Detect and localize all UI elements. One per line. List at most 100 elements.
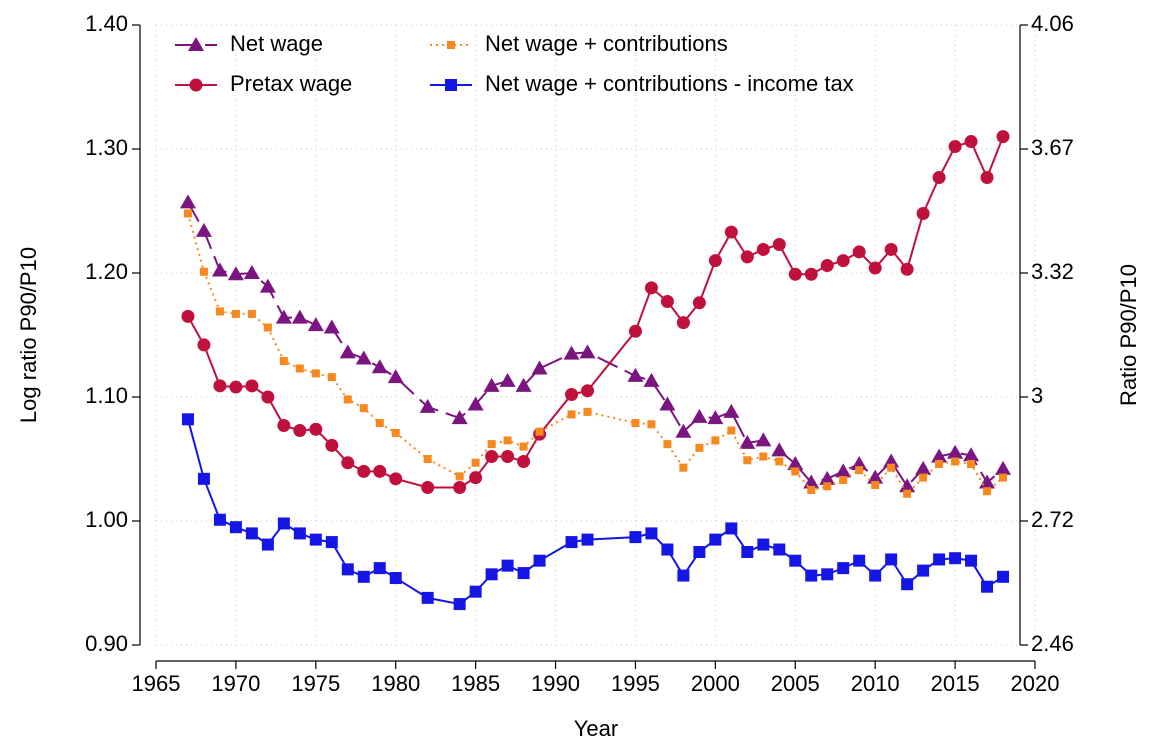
x-tick-label: 1985: [451, 671, 500, 696]
marker: [695, 443, 704, 452]
marker: [709, 533, 722, 546]
marker: [903, 489, 912, 498]
marker: [309, 422, 323, 436]
marker: [935, 459, 944, 468]
marker: [711, 436, 720, 445]
marker: [823, 482, 832, 491]
legend-label: Net wage + contributions: [485, 31, 728, 56]
marker: [805, 569, 818, 582]
y2-tick-label: 2.72: [1031, 507, 1074, 532]
marker: [293, 527, 306, 540]
marker: [755, 432, 772, 447]
marker: [995, 460, 1012, 475]
marker: [277, 419, 291, 433]
marker: [485, 568, 498, 581]
y-axis-title: Log ratio P90/P10: [16, 247, 41, 423]
x-tick-label: 1995: [611, 671, 660, 696]
y-tick-label: 0.90: [85, 631, 128, 656]
marker: [181, 413, 194, 426]
marker: [788, 267, 802, 281]
marker: [885, 553, 898, 566]
y-tick-label: 1.40: [85, 11, 128, 36]
x-tick-label: 2015: [931, 671, 980, 696]
legend-label: Net wage: [230, 31, 323, 56]
marker: [421, 481, 435, 495]
marker: [471, 458, 480, 467]
marker: [725, 522, 738, 535]
marker: [949, 552, 962, 565]
marker: [293, 423, 307, 437]
marker: [195, 222, 212, 237]
marker: [739, 434, 756, 449]
marker: [724, 225, 738, 239]
y2-tick-label: 3: [1031, 383, 1043, 408]
y-tick-label: 1.10: [85, 383, 128, 408]
marker: [951, 457, 960, 466]
marker: [215, 307, 224, 316]
marker: [963, 447, 980, 462]
marker: [229, 380, 243, 394]
marker: [871, 481, 880, 490]
marker: [919, 473, 928, 482]
marker: [327, 373, 336, 382]
marker: [197, 472, 210, 485]
marker: [357, 570, 370, 583]
marker: [997, 570, 1010, 583]
marker: [261, 538, 274, 551]
marker: [375, 419, 384, 428]
x-tick-label: 1990: [531, 671, 580, 696]
marker: [183, 209, 192, 218]
marker: [311, 369, 320, 378]
marker: [485, 450, 499, 464]
marker: [245, 379, 259, 393]
marker: [679, 463, 688, 472]
legend-marker: [189, 78, 203, 92]
marker: [967, 459, 976, 468]
marker: [772, 237, 786, 251]
marker: [247, 309, 256, 318]
marker: [917, 564, 930, 577]
marker: [213, 513, 226, 526]
y2-tick-label: 4.06: [1031, 11, 1074, 36]
marker: [868, 261, 882, 275]
marker: [295, 364, 304, 373]
marker: [341, 563, 354, 576]
marker: [373, 562, 386, 575]
marker: [339, 344, 356, 359]
marker: [307, 317, 324, 332]
series-line: [186, 213, 1004, 496]
marker: [691, 408, 708, 423]
marker: [519, 442, 528, 451]
marker: [981, 580, 994, 593]
marker: [627, 367, 644, 382]
marker: [211, 262, 228, 277]
marker: [916, 206, 930, 220]
marker: [227, 266, 244, 281]
marker: [965, 554, 978, 567]
marker: [661, 543, 674, 556]
marker: [231, 309, 240, 318]
marker: [423, 455, 432, 463]
marker: [277, 517, 290, 530]
marker: [343, 395, 352, 404]
x-tick-label: 2010: [851, 671, 900, 696]
marker: [931, 448, 948, 463]
marker: [759, 452, 768, 461]
series-line: [187, 136, 1004, 489]
marker: [820, 259, 834, 273]
marker: [567, 410, 576, 419]
y2-tick-label: 3.67: [1031, 135, 1074, 160]
marker: [983, 487, 992, 496]
marker: [451, 410, 468, 425]
marker: [676, 316, 690, 330]
marker: [853, 554, 866, 567]
legend-marker: [445, 79, 457, 91]
marker: [901, 578, 914, 591]
x-tick-label: 1980: [371, 671, 420, 696]
marker: [628, 324, 642, 338]
marker: [279, 357, 288, 366]
marker: [181, 309, 195, 323]
legend-label: Pretax wage: [230, 71, 352, 96]
marker: [932, 171, 946, 185]
marker: [355, 350, 372, 365]
